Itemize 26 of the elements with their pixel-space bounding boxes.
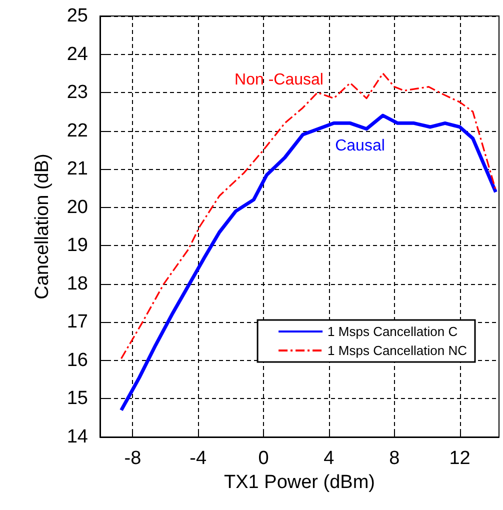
y-tick-label: 23 (66, 82, 88, 104)
y-tick-label: 21 (66, 158, 88, 180)
annotation: Non -Causal (234, 72, 324, 88)
line-series (120, 114, 498, 412)
x-tick-label: 0 (258, 448, 269, 469)
y-tick-label: 22 (66, 120, 88, 142)
y-tick-label: 25 (66, 6, 88, 26)
y-tick-label: 20 (66, 196, 88, 218)
legend-label: 1 Msps Cancellation NC (328, 343, 468, 358)
x-tick-label: -8 (124, 448, 142, 469)
y-tick-label: 15 (66, 388, 88, 410)
annotation: Causal (335, 138, 385, 154)
y-tick-label: 16 (66, 350, 88, 371)
y-tick-label: 19 (66, 235, 88, 256)
x-axis-title: TX1 Power (dBm) (224, 472, 375, 493)
line-series (120, 72, 497, 360)
x-tick-label: 4 (324, 448, 335, 469)
y-tick-label: 14 (66, 426, 88, 448)
y-axis-title: Cancellation (dB) (32, 154, 53, 300)
x-tick-label: 8 (389, 448, 400, 469)
y-tick-label: 18 (66, 273, 88, 294)
x-tick-label: 12 (449, 448, 470, 469)
legend-label: 1 Msps Cancellation C (328, 324, 458, 339)
x-tick-label: -4 (190, 448, 207, 469)
y-tick-label: 17 (66, 312, 88, 333)
y-tick-label: 24 (66, 44, 88, 65)
